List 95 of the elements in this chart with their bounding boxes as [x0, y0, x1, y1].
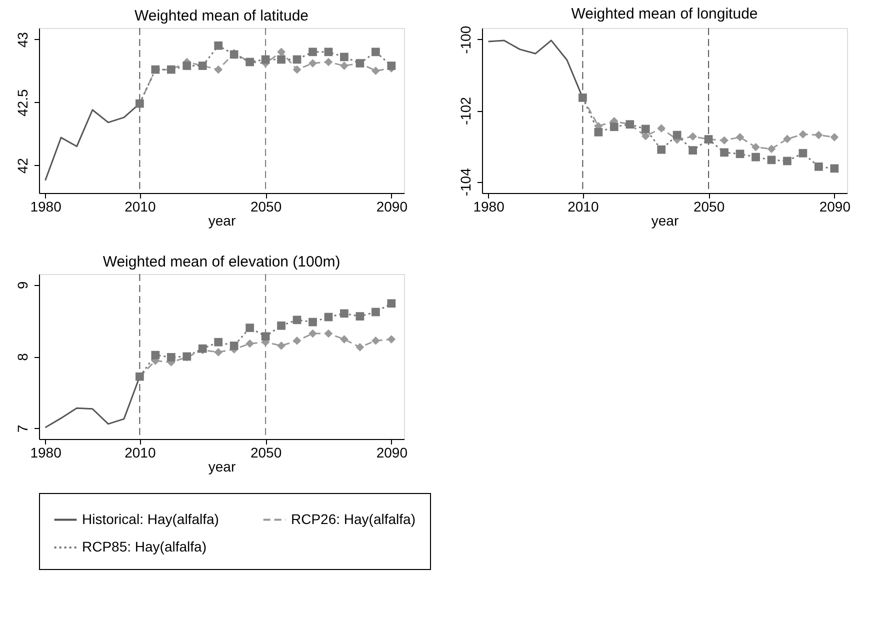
point — [214, 348, 223, 356]
point — [340, 62, 348, 70]
point — [798, 148, 808, 158]
y-tick-label: 8 — [14, 352, 30, 361]
point — [292, 316, 302, 324]
point — [277, 48, 286, 56]
point — [372, 336, 380, 345]
point — [214, 338, 223, 346]
point — [261, 332, 270, 341]
point — [814, 162, 823, 171]
x-tick-label: 2010 — [568, 198, 599, 214]
point — [277, 321, 286, 330]
point — [372, 308, 380, 316]
point — [308, 329, 317, 338]
x-tick-label: 1980 — [30, 444, 62, 460]
point — [151, 350, 160, 360]
point — [356, 342, 364, 352]
legend-label: Historical: Hay(alfalfa) — [82, 510, 219, 527]
x-axis-title: year — [208, 458, 236, 474]
point — [657, 124, 666, 132]
point — [767, 156, 776, 164]
point — [356, 312, 364, 321]
point — [720, 148, 728, 157]
y-tick-label: 42 — [14, 158, 30, 174]
x-tick-label: 2010 — [124, 444, 156, 460]
point — [830, 164, 839, 173]
point — [387, 62, 396, 70]
y-tick-label: -104 — [458, 168, 474, 196]
y-tick-label: -100 — [458, 26, 474, 54]
chart-title: Weighted mean of longitude — [571, 5, 758, 22]
point — [752, 142, 760, 152]
y-tick-label: 42.5 — [14, 88, 30, 116]
chart-title: Weighted mean of elevation (100m) — [102, 254, 340, 270]
point — [292, 55, 302, 64]
point — [308, 318, 317, 326]
x-tick-label: 2050 — [250, 444, 282, 460]
point — [783, 156, 792, 166]
point — [324, 58, 333, 66]
x-tick-label: 1980 — [473, 198, 505, 214]
point — [340, 335, 348, 344]
chart-title: Weighted mean of latitude — [134, 8, 309, 24]
point — [277, 342, 286, 350]
point — [387, 299, 396, 308]
y-tick-label: 43 — [14, 32, 30, 48]
y-tick-label: 9 — [14, 281, 30, 290]
x-axis-title: year — [651, 212, 679, 228]
x-tick-label: 1980 — [30, 198, 62, 214]
point — [324, 312, 333, 322]
x-axis-title: year — [208, 212, 236, 228]
point — [688, 132, 697, 141]
x-tick-label: 2090 — [819, 198, 851, 214]
point — [798, 130, 808, 139]
point — [736, 132, 744, 142]
point — [783, 134, 792, 144]
point — [594, 128, 603, 136]
point — [767, 144, 776, 154]
x-tick-label: 2050 — [693, 198, 725, 214]
point — [308, 48, 317, 56]
y-tick-label: -102 — [458, 96, 474, 126]
point — [214, 65, 223, 74]
point — [246, 339, 254, 348]
point — [277, 55, 286, 64]
point — [610, 122, 618, 132]
point — [672, 130, 682, 140]
point — [387, 335, 396, 344]
point — [246, 324, 254, 332]
point — [752, 152, 760, 162]
point — [720, 136, 728, 145]
point — [641, 124, 650, 134]
x-tick-label: 2050 — [250, 198, 282, 214]
point — [308, 59, 317, 68]
point — [214, 41, 223, 50]
point — [830, 132, 839, 142]
point — [340, 309, 348, 318]
legend-label: RCP26: Hay(alfalfa) — [291, 510, 416, 527]
legend-label: RCP85: Hay(alfalfa) — [82, 538, 206, 554]
point — [182, 62, 192, 70]
point — [230, 342, 238, 350]
point — [736, 150, 744, 158]
point — [166, 353, 176, 362]
point — [292, 65, 302, 74]
point — [324, 329, 333, 338]
point — [657, 145, 666, 154]
x-tick-label: 2010 — [124, 198, 156, 214]
point — [372, 66, 380, 76]
y-tick-label: 7 — [14, 424, 30, 433]
x-tick-label: 2090 — [376, 198, 408, 214]
point — [688, 146, 698, 155]
point — [340, 52, 348, 62]
point — [292, 336, 302, 345]
point — [372, 48, 380, 56]
point — [261, 55, 270, 64]
x-tick-label: 2090 — [376, 444, 408, 460]
point — [324, 48, 333, 56]
point — [814, 130, 823, 140]
